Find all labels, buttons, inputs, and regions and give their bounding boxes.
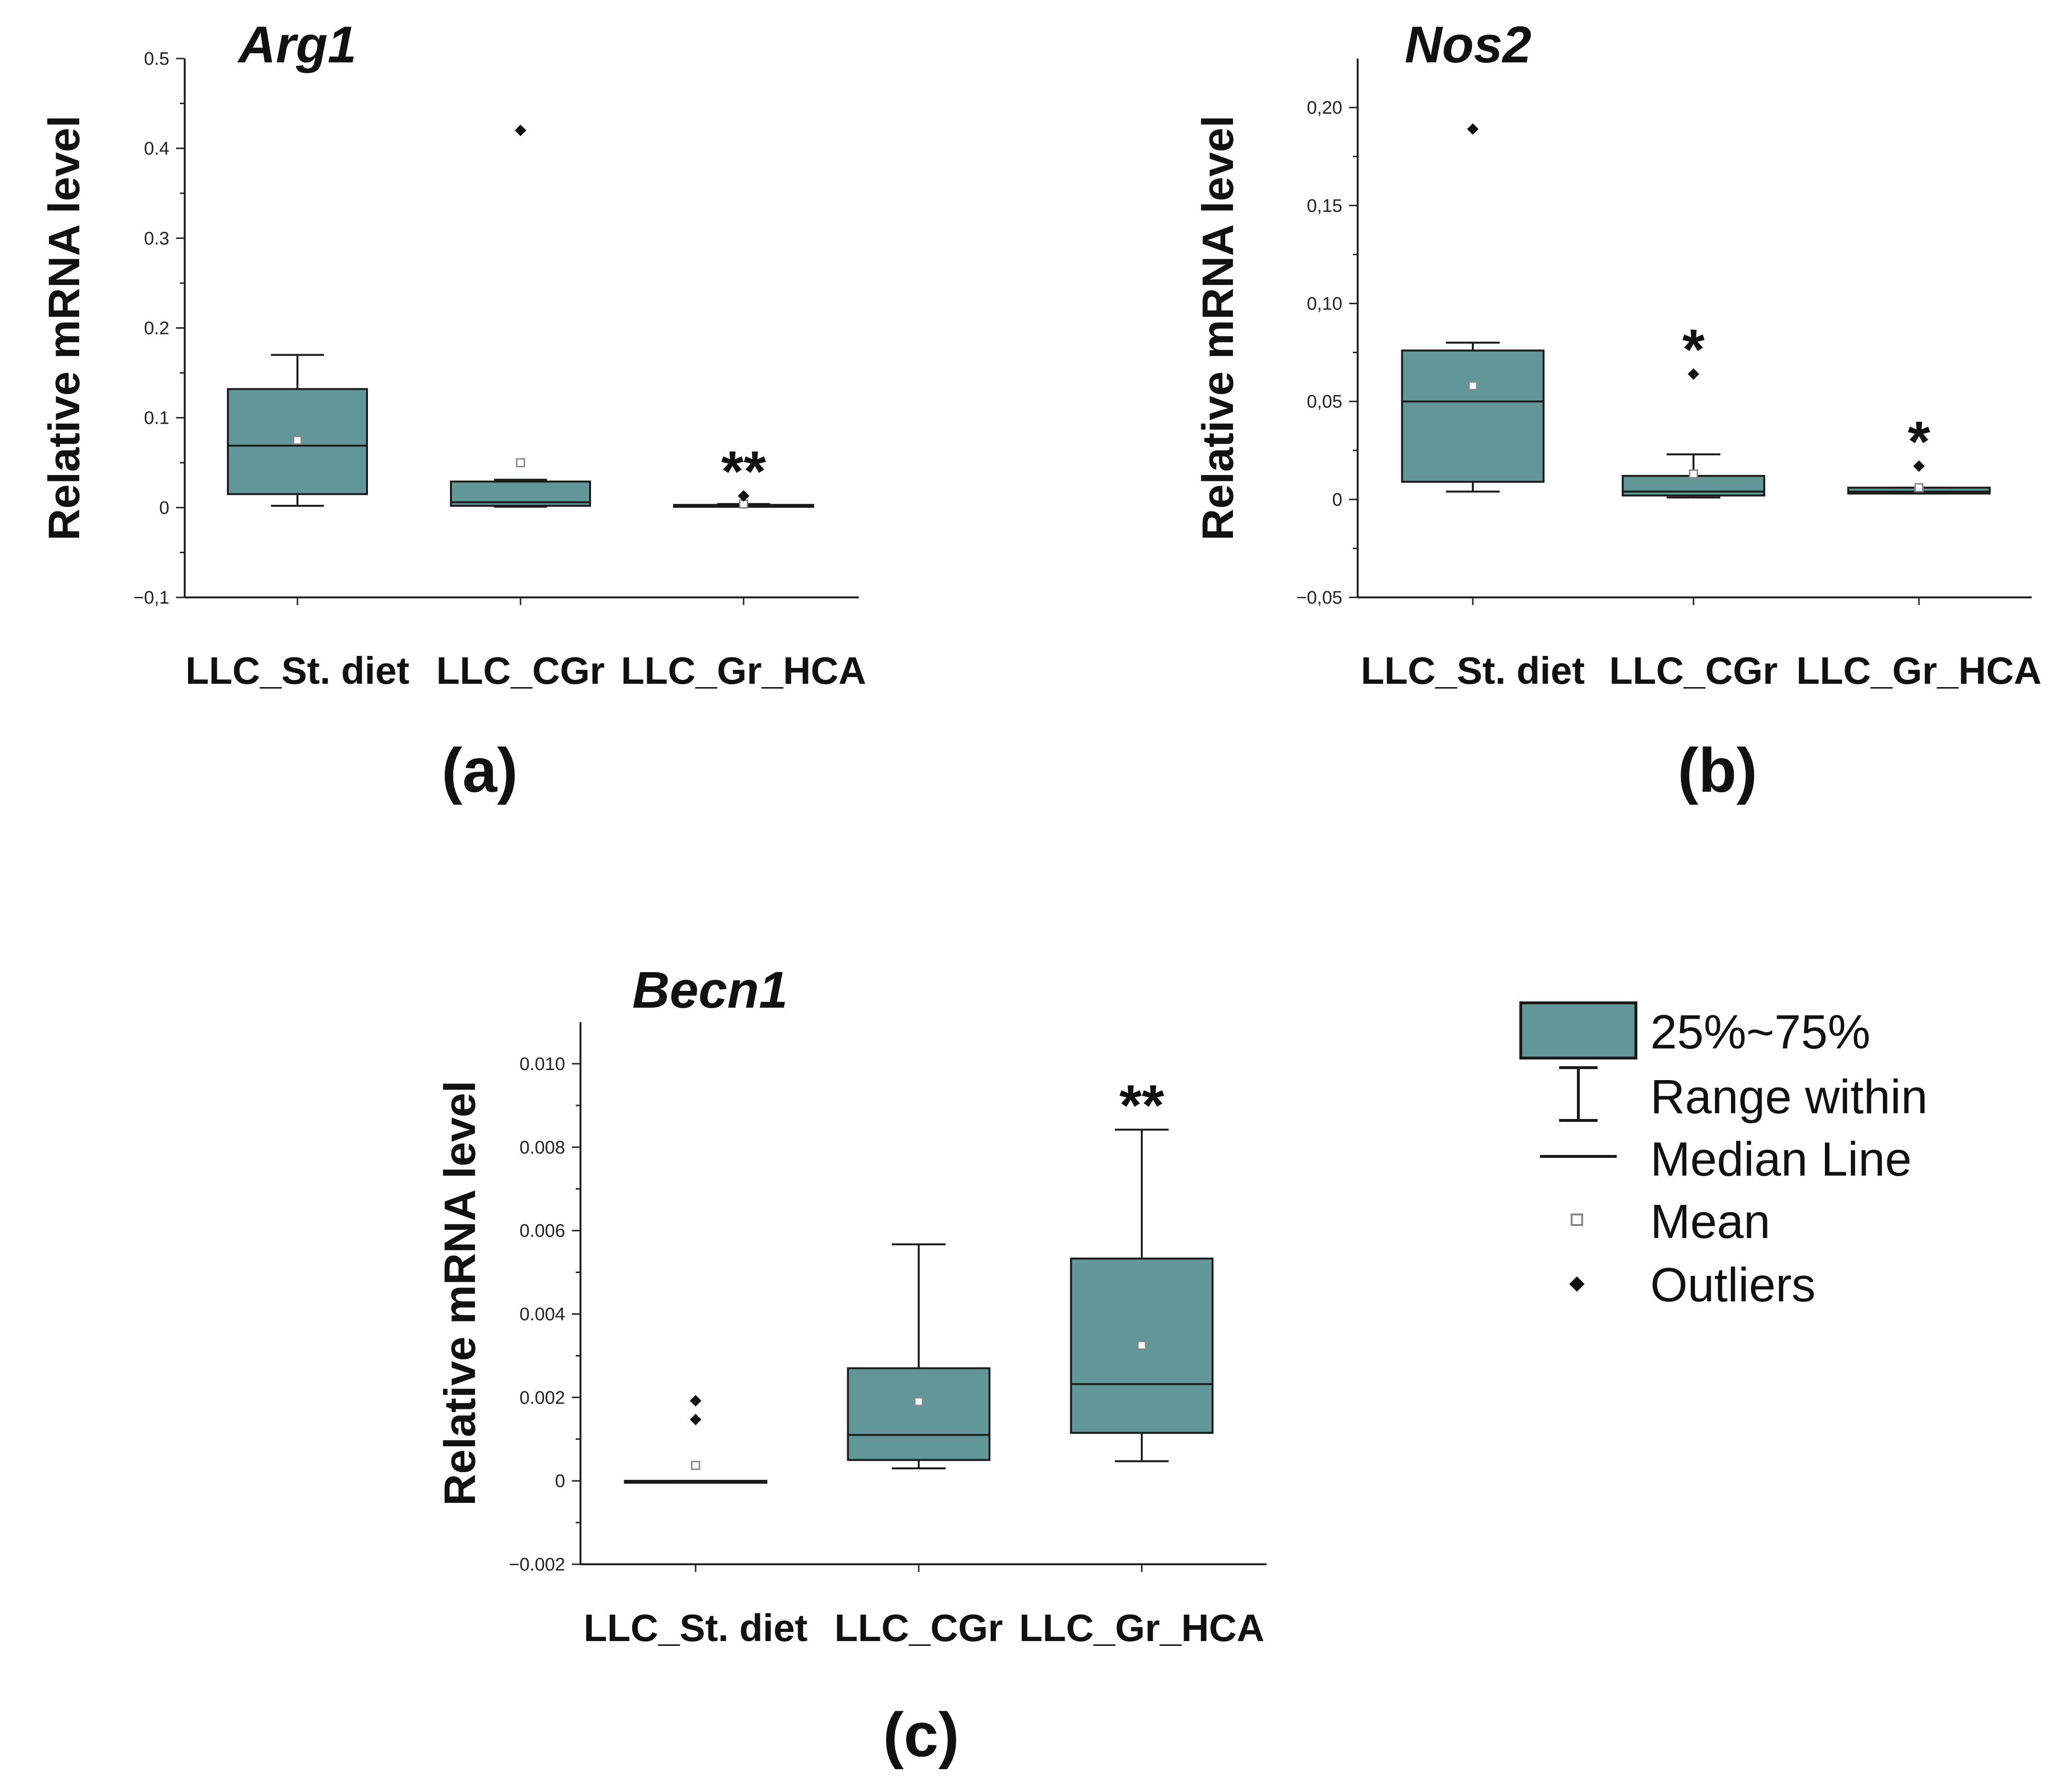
panel-label: (a) <box>442 735 518 805</box>
legend-label-box: 25%~75% <box>1650 1005 1871 1059</box>
y-tick-label: 0.010 <box>520 1054 565 1074</box>
y-tick-label: 0.5 <box>144 49 169 69</box>
legend-label-mean: Mean <box>1650 1195 1770 1249</box>
y-tick-label: 0.002 <box>520 1388 565 1408</box>
y-tick-label: 0.4 <box>144 139 169 159</box>
outlier-point <box>690 1414 701 1426</box>
panel-becn1: −0.002 0 0.002 0.004 0.006 0.008 0.010 LLC_St. … <box>436 961 1267 1770</box>
y-tick-label: 0 <box>555 1471 565 1491</box>
legend-mean-icon <box>1571 1214 1583 1226</box>
x-category-label: LLC_CGr <box>834 1606 1003 1649</box>
y-tick-label: −0,1 <box>133 588 169 608</box>
y-tick-label: 0,05 <box>1307 392 1342 412</box>
box-iqr <box>847 1367 991 1461</box>
outlier-point <box>690 1395 701 1407</box>
mean-marker <box>1137 1341 1147 1350</box>
outlier-point <box>515 124 526 136</box>
chart-title: Becn1 <box>632 961 788 1019</box>
significance-label: ** <box>1119 1073 1164 1137</box>
legend-range-icon <box>1559 1066 1598 1122</box>
y-tick-label: 0.008 <box>520 1138 565 1158</box>
y-tick-label: 0 <box>159 498 169 518</box>
mean-marker <box>691 1461 700 1470</box>
y-tick-label: 0.006 <box>520 1221 565 1241</box>
x-category-label: LLC_St. diet <box>1361 649 1585 692</box>
significance-label: * <box>1682 317 1705 381</box>
legend: 25%~75% Range within Median Line Mean Ou… <box>1519 1001 1928 1312</box>
x-category-label: LLC_St. diet <box>584 1606 808 1649</box>
box-iqr <box>1401 349 1545 483</box>
significance-label: ** <box>721 440 766 504</box>
y-axis-title: Relative mRNA level <box>436 1081 485 1506</box>
y-axis-title: Relative mRNA level <box>1194 115 1243 540</box>
outlier-point <box>1688 368 1699 380</box>
legend-label-outliers: Outliers <box>1650 1258 1816 1312</box>
y-axis-title: Relative mRNA level <box>40 115 89 540</box>
y-tick-label: −0,05 <box>1296 588 1342 608</box>
outlier-point <box>1467 123 1479 135</box>
panel-label: (c) <box>883 1700 959 1770</box>
y-tick-label: 0.2 <box>144 319 169 339</box>
significance-label: * <box>1908 409 1930 474</box>
chart-title: Nos2 <box>1405 15 1531 73</box>
panel-label: (b) <box>1678 735 1757 805</box>
y-tick-label: 0 <box>1332 490 1342 510</box>
x-category-label: LLC_CGr <box>436 649 604 692</box>
mean-marker <box>1689 469 1698 479</box>
x-category-label: LLC_Gr_HCA <box>1796 649 2041 692</box>
legend-outlier-icon <box>1569 1276 1585 1292</box>
y-tick-label: 0,20 <box>1307 98 1342 118</box>
mean-marker <box>293 435 302 445</box>
mean-marker <box>914 1397 924 1406</box>
x-category-label: LLC_Gr_HCA <box>621 649 866 692</box>
y-tick-label: 0,10 <box>1307 294 1342 314</box>
y-tick-label: 0.004 <box>520 1304 565 1324</box>
panel-nos2: −0,05 0 0,05 0,10 0,15 0,20 LLC_St. diet LLC_CG… <box>1194 15 2042 805</box>
legend-box-swatch <box>1519 1001 1637 1059</box>
legend-label-range: Range within <box>1650 1070 1928 1124</box>
y-tick-label: 0.1 <box>144 408 169 428</box>
chart-title: Arg1 <box>237 15 356 73</box>
y-tick-label: 0.3 <box>144 228 169 249</box>
outlier-point <box>738 490 749 502</box>
x-category-label: LLC_Gr_HCA <box>1019 1606 1264 1649</box>
y-tick-label: −0.002 <box>509 1555 565 1575</box>
mean-marker <box>1914 483 1924 492</box>
panel-arg1: −0,1 0 0.1 0.2 0.3 0.4 0.5 LLC_St. diet LLC_CGr L… <box>40 15 866 805</box>
mean-marker <box>1468 381 1478 391</box>
x-category-label: LLC_St. diet <box>186 649 410 692</box>
box-iqr <box>1622 475 1765 497</box>
legend-label-median: Median Line <box>1650 1132 1912 1186</box>
y-tick-label: 0,15 <box>1307 196 1342 216</box>
outlier-point <box>1913 460 1925 472</box>
mean-marker <box>516 458 525 467</box>
x-category-label: LLC_CGr <box>1609 649 1777 692</box>
